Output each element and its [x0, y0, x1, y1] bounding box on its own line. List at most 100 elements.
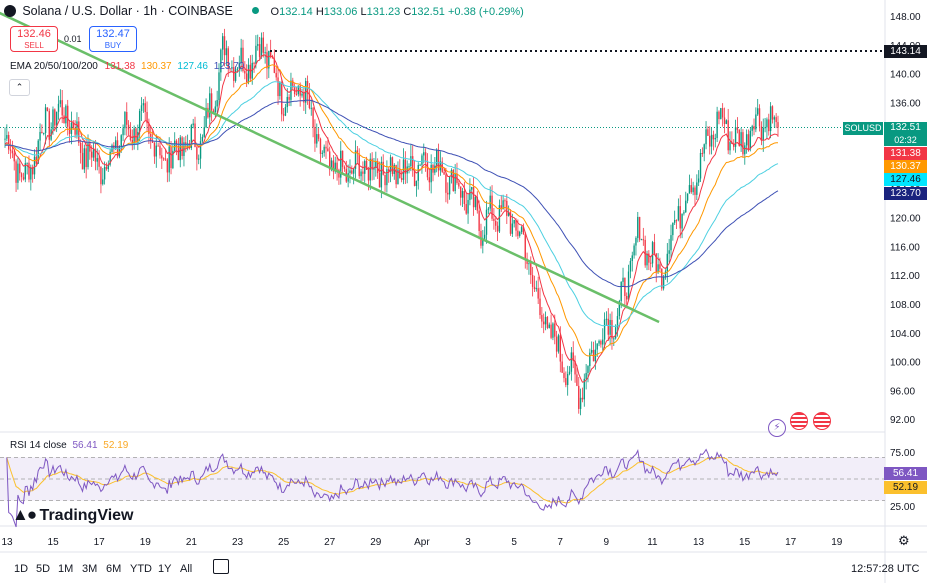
- candle-body: [734, 127, 737, 147]
- us-flag-event-icon-2: [812, 412, 831, 430]
- candle-body: [382, 161, 384, 175]
- rsi-line: [6, 448, 779, 528]
- time-tick-label: 13: [1, 537, 13, 548]
- candle-body: [166, 159, 169, 173]
- utc-clock[interactable]: 12:57:28 UTC: [851, 563, 920, 575]
- candle-body: [413, 170, 416, 186]
- rsi-ma-value: 52.19: [103, 440, 129, 451]
- candle-body: [524, 234, 526, 259]
- candle-body: [458, 182, 460, 187]
- symbol-title[interactable]: Solana / U.S. Dollar · 1h · COINBASE: [22, 4, 233, 18]
- rsi-legend[interactable]: RSI 14 close 56.41 52.19: [10, 440, 129, 451]
- candle-body: [574, 360, 576, 375]
- candle-body: [408, 166, 410, 168]
- candle-body: [452, 170, 455, 192]
- candle-body: [445, 174, 447, 193]
- sell-button[interactable]: 132.46 SELL: [10, 26, 58, 52]
- candle-body: [127, 124, 130, 130]
- candle-body: [474, 197, 477, 208]
- candle-body: [760, 126, 763, 141]
- candle-body: [583, 378, 585, 400]
- candle-body: [764, 127, 766, 129]
- candle-body: [640, 239, 643, 241]
- candle-body: [334, 162, 336, 172]
- timeframe-1d[interactable]: 1D: [14, 563, 29, 575]
- candle-body: [467, 199, 469, 214]
- candle-body: [745, 134, 748, 146]
- candle-body: [181, 137, 183, 156]
- candle-body: [260, 37, 263, 57]
- candle-body: [384, 174, 386, 186]
- price-tick-label: 148.00: [890, 12, 921, 23]
- candle-body: [284, 107, 287, 116]
- candle-body: [46, 107, 49, 112]
- timeframe-1m[interactable]: 1M: [58, 563, 74, 575]
- candle-body: [572, 352, 574, 361]
- time-tick-label: 17: [785, 537, 797, 548]
- solana-logo-icon: [4, 5, 16, 17]
- time-tick-label: 15: [48, 537, 60, 548]
- time-tick-label: 3: [465, 537, 471, 548]
- calendar-range-icon[interactable]: [213, 559, 229, 574]
- timeframe-5d[interactable]: 5D: [36, 563, 51, 575]
- candle-body: [129, 129, 132, 140]
- candle-body: [635, 237, 637, 246]
- candle-body: [391, 157, 394, 174]
- candle-body: [417, 165, 419, 181]
- candle-body: [238, 63, 240, 69]
- tradingview-logo: ▲● TradingView: [12, 505, 134, 525]
- settings-gear-icon[interactable]: ⚙: [898, 533, 910, 548]
- candle-body: [120, 135, 122, 147]
- buy-button[interactable]: 132.47 BUY: [89, 26, 137, 52]
- candle-body: [153, 142, 156, 157]
- candle-body: [247, 64, 250, 83]
- ema200-value: 123.70: [213, 61, 245, 72]
- candle-body: [375, 160, 377, 168]
- candle-body: [109, 151, 111, 165]
- candle-body: [314, 127, 316, 144]
- time-tick-label: 7: [557, 537, 563, 548]
- candle-body: [611, 319, 613, 339]
- candle-body: [627, 271, 630, 300]
- candle-body: [437, 149, 440, 171]
- candle-body: [430, 164, 432, 183]
- ema-legend[interactable]: EMA 20/50/100/200 131.38 130.37 127.46 1…: [10, 61, 245, 72]
- candle-body: [450, 170, 453, 177]
- time-tick-label: 13: [693, 537, 705, 548]
- candle-body: [697, 178, 700, 183]
- candle-body: [672, 222, 674, 236]
- candle-body: [471, 187, 473, 190]
- timeframe-ytd[interactable]: YTD: [130, 563, 152, 575]
- candle-body: [4, 138, 6, 140]
- candle-body: [491, 195, 493, 219]
- events-icons[interactable]: ⚡: [768, 412, 831, 437]
- candle-body: [207, 107, 209, 118]
- candle-body: [301, 93, 303, 96]
- timeframe-6m[interactable]: 6M: [106, 563, 122, 575]
- candle-body: [253, 62, 255, 64]
- candle-body: [122, 128, 124, 136]
- candle-body: [482, 238, 484, 246]
- candle-body: [696, 182, 698, 195]
- candle-body: [424, 152, 427, 162]
- candle-body: [44, 107, 47, 133]
- time-tick-label: 5: [511, 537, 517, 548]
- candle-body: [605, 318, 608, 320]
- timeframe-3m[interactable]: 3M: [82, 563, 98, 575]
- candle-body: [312, 107, 314, 128]
- candle-body: [87, 143, 89, 168]
- timeframe-1y[interactable]: 1Y: [158, 563, 172, 575]
- candle-body: [103, 166, 106, 180]
- ema50-value: 130.37: [141, 61, 172, 72]
- candle-body: [15, 161, 17, 183]
- timeframe-all[interactable]: All: [180, 563, 193, 575]
- candle-body: [600, 340, 602, 345]
- candle-body: [768, 119, 770, 132]
- candle-body: [94, 149, 97, 162]
- candle-body: [650, 262, 652, 264]
- collapse-legend-button[interactable]: ⌃: [9, 79, 30, 96]
- candle-body: [736, 127, 739, 130]
- candle-body: [245, 73, 248, 83]
- rsi-tick-label: 75.00: [890, 448, 915, 459]
